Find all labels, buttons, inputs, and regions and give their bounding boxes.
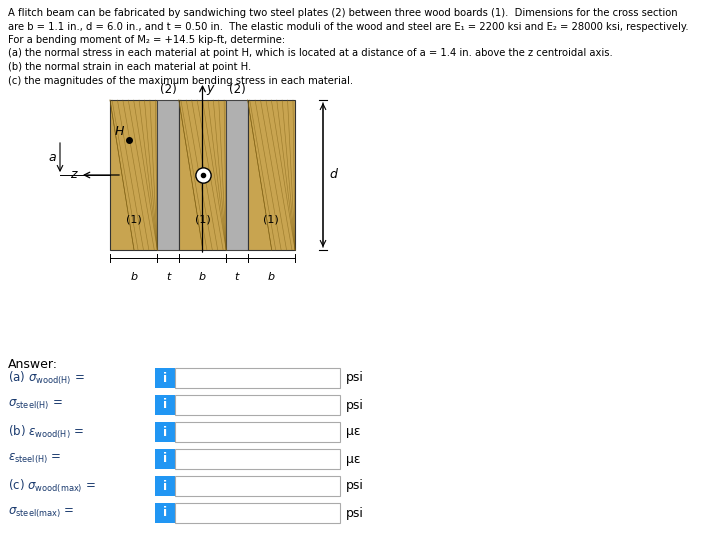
Text: (b) $\varepsilon_\mathregular{wood(H)}$ =: (b) $\varepsilon_\mathregular{wood(H)}$ …	[8, 424, 84, 441]
Text: (c) $\sigma_\mathregular{wood(max)}$ =: (c) $\sigma_\mathregular{wood(max)}$ =	[8, 477, 96, 494]
Text: (a) $\sigma_\mathregular{wood(H)}$ =: (a) $\sigma_\mathregular{wood(H)}$ =	[8, 369, 85, 387]
Bar	[175, 395, 340, 415]
Text: psi: psi	[346, 399, 364, 411]
Text: με: με	[346, 453, 360, 465]
Text: y: y	[206, 82, 214, 95]
Text: t: t	[235, 272, 239, 282]
Text: psi: psi	[346, 507, 364, 520]
Bar	[248, 100, 295, 250]
Text: t: t	[166, 272, 170, 282]
Bar	[155, 368, 175, 388]
Bar	[226, 100, 248, 250]
Text: (c) the magnitudes of the maximum bending stress in each material.: (c) the magnitudes of the maximum bendin…	[8, 75, 353, 85]
Text: (1): (1)	[263, 215, 279, 225]
Text: For a bending moment of M₂ = +14.5 kip-ft, determine:: For a bending moment of M₂ = +14.5 kip-f…	[8, 35, 285, 45]
Bar	[175, 422, 340, 442]
Text: $\sigma_\mathregular{steel(H)}$ =: $\sigma_\mathregular{steel(H)}$ =	[8, 398, 63, 412]
Text: a: a	[49, 151, 56, 164]
Text: H: H	[115, 125, 124, 138]
Bar	[155, 503, 175, 523]
Bar	[179, 100, 226, 250]
Text: b: b	[268, 272, 275, 282]
Text: (1): (1)	[126, 215, 142, 225]
Bar	[155, 449, 175, 469]
Text: $\varepsilon_\mathregular{steel(H)}$ =: $\varepsilon_\mathregular{steel(H)}$ =	[8, 452, 62, 466]
Text: i: i	[163, 453, 167, 465]
Text: i: i	[163, 480, 167, 492]
Bar	[155, 422, 175, 442]
Bar	[175, 476, 340, 496]
Bar	[155, 395, 175, 415]
Text: A flitch beam can be fabricated by sandwiching two steel plates (2) between thre: A flitch beam can be fabricated by sandw…	[8, 8, 677, 18]
Bar	[175, 368, 340, 388]
Text: psi: psi	[346, 371, 364, 384]
Bar	[110, 100, 158, 250]
Text: i: i	[163, 426, 167, 438]
Text: psi: psi	[346, 480, 364, 492]
Text: i: i	[163, 507, 167, 520]
Text: (a) the normal stress in each material at point H, which is located at a distanc: (a) the normal stress in each material a…	[8, 48, 613, 58]
Text: are b = 1.1 in., d = 6.0 in., and t = 0.50 in.  The elastic moduli of the wood a: are b = 1.1 in., d = 6.0 in., and t = 0.…	[8, 21, 689, 31]
Text: z: z	[70, 168, 77, 182]
Text: Answer:: Answer:	[8, 358, 58, 371]
Bar	[175, 449, 340, 469]
Bar	[155, 476, 175, 496]
Text: b: b	[199, 272, 206, 282]
Text: $\sigma_\mathregular{steel(max)}$ =: $\sigma_\mathregular{steel(max)}$ =	[8, 506, 74, 520]
Text: (1): (1)	[195, 215, 211, 225]
Text: (2): (2)	[160, 84, 176, 96]
Bar	[158, 100, 179, 250]
Bar	[175, 503, 340, 523]
Text: με: με	[346, 426, 360, 438]
Text: d: d	[329, 168, 337, 182]
Text: (2): (2)	[228, 84, 246, 96]
Text: (b) the normal strain in each material at point H.: (b) the normal strain in each material a…	[8, 62, 251, 72]
Text: i: i	[163, 399, 167, 411]
Text: b: b	[130, 272, 137, 282]
Text: i: i	[163, 371, 167, 384]
